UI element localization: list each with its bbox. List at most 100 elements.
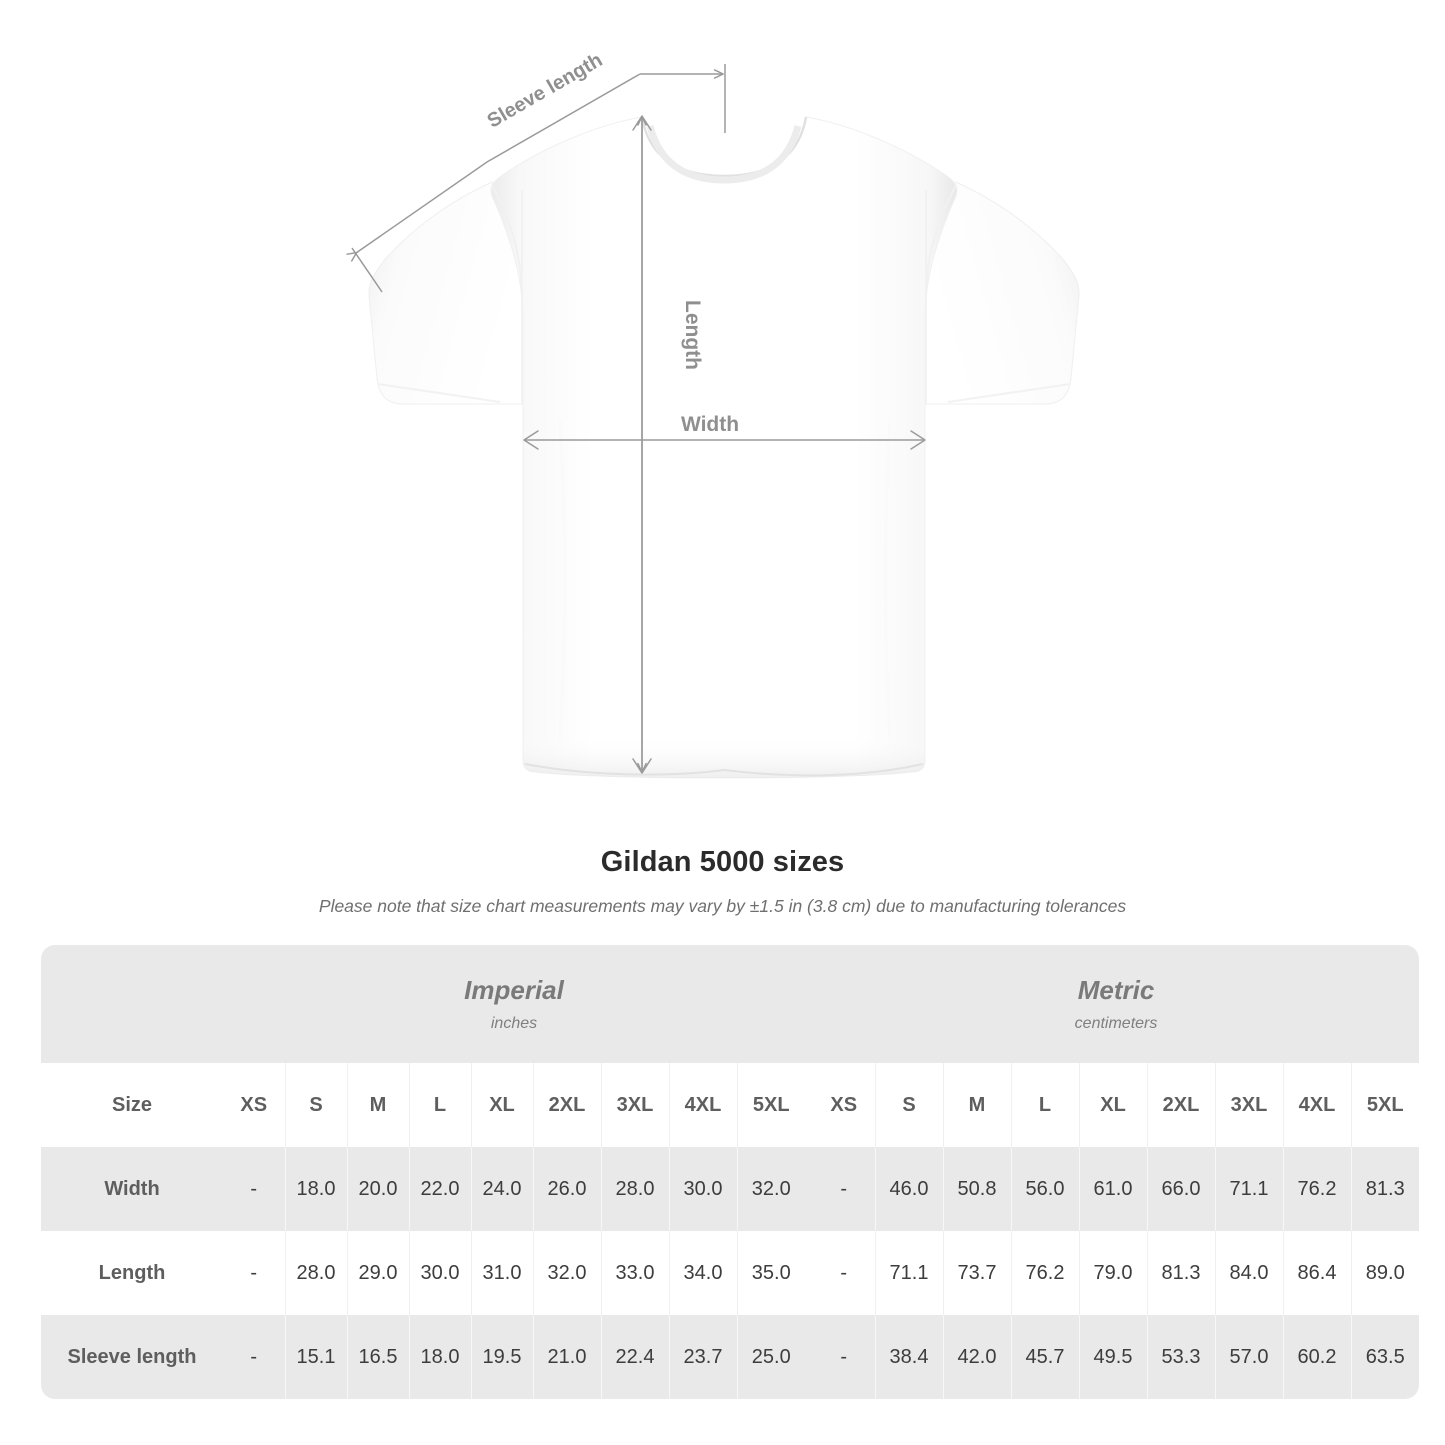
col-header-imperial-l: L: [408, 1063, 471, 1147]
cell-sleeve-metric-5xl: 63.5: [1350, 1315, 1420, 1399]
cell-length-metric-3xl: 84.0: [1214, 1231, 1284, 1315]
cell-width-imperial-4xl: 30.0: [668, 1147, 737, 1231]
unit-band-spacer: [41, 945, 223, 1063]
metric-unit: centimeters: [1074, 1014, 1158, 1032]
col-header-imperial-xs: XS: [240, 1093, 268, 1116]
cell-width-imperial-5xl: 32.0: [736, 1147, 806, 1231]
cell-sleeve-metric-m: 42.0: [942, 1315, 1012, 1399]
col-header-metric-s: S: [874, 1063, 944, 1147]
cell-sleeve-imperial-m: 16.5: [346, 1315, 409, 1399]
row-label-length: Length: [98, 1261, 166, 1284]
cell-length-imperial-2xl: 32.0: [532, 1231, 601, 1315]
cell-sleeve-metric-xs: -: [840, 1345, 848, 1368]
col-header-metric-m: M: [942, 1063, 1012, 1147]
page-title: Gildan 5000 sizes: [600, 846, 845, 878]
size-header-label: Size: [111, 1093, 153, 1116]
cell-length-metric-5xl: 89.0: [1350, 1231, 1420, 1315]
col-header-metric-xs: XS: [830, 1093, 858, 1116]
cell-length-imperial-xl: 31.0: [470, 1231, 533, 1315]
cell-width-metric-m: 50.8: [942, 1147, 1012, 1231]
section-gap: [805, 1231, 814, 1315]
section-gap: [805, 1147, 814, 1231]
cell-width-imperial-2xl: 26.0: [532, 1147, 601, 1231]
cell-width-imperial-xs: -: [250, 1177, 258, 1200]
col-header-metric-xl: XL: [1078, 1063, 1148, 1147]
imperial-unit: inches: [490, 1014, 538, 1032]
cell-width-metric-xs: -: [840, 1177, 848, 1200]
cell-sleeve-imperial-3xl: 22.4: [600, 1315, 669, 1399]
col-header-metric-3xl: 3XL: [1214, 1063, 1284, 1147]
width-measure: Width: [523, 413, 926, 450]
cell-width-imperial-xl: 24.0: [470, 1147, 533, 1231]
section-gap: [805, 1063, 814, 1147]
col-header-imperial-5xl: 5XL: [736, 1063, 806, 1147]
col-header-metric-2xl: 2XL: [1146, 1063, 1216, 1147]
length-arrow-bottom: [632, 758, 652, 774]
col-header-metric-l: L: [1010, 1063, 1080, 1147]
metric-name: Metric: [1077, 974, 1155, 1005]
length-arrow-top: [632, 115, 652, 131]
unit-band-row: Imperial inches Metric centimeters: [41, 945, 1420, 1063]
col-header-imperial-4xl: 4XL: [668, 1063, 737, 1147]
table-row: Sleeve length - 15.1 16.5 18.0 19.5 21.0…: [41, 1315, 1420, 1399]
length-label: Length: [681, 300, 704, 370]
cell-width-metric-l: 56.0: [1010, 1147, 1080, 1231]
sleeve-diagonal-line: [346, 73, 641, 262]
row-label-sleeve-length: Sleeve length: [67, 1345, 197, 1368]
cell-sleeve-metric-4xl: 60.2: [1282, 1315, 1352, 1399]
width-label: Width: [681, 413, 739, 436]
cell-sleeve-imperial-xl: 19.5: [470, 1315, 533, 1399]
cell-width-metric-4xl: 76.2: [1282, 1147, 1352, 1231]
tshirt-garment: [368, 116, 1080, 779]
sleeve-length-label: Sleeve length: [484, 49, 607, 133]
unit-band-gap: [805, 945, 813, 1063]
width-arrow-right: [910, 430, 926, 450]
cell-width-metric-3xl: 71.1: [1214, 1147, 1284, 1231]
col-header-metric-5xl: 5XL: [1350, 1063, 1420, 1147]
heading-block: Gildan 5000 sizes Please note that size …: [0, 845, 1445, 917]
cell-sleeve-imperial-2xl: 21.0: [532, 1315, 601, 1399]
table-row: Width - 18.0 20.0 22.0 24.0 26.0 28.0 30…: [41, 1147, 1420, 1231]
size-chart-table: Imperial inches Metric centimeters Size …: [41, 945, 1420, 1399]
cell-length-metric-xl: 79.0: [1078, 1231, 1148, 1315]
cell-length-metric-4xl: 86.4: [1282, 1231, 1352, 1315]
cell-sleeve-imperial-5xl: 25.0: [736, 1315, 806, 1399]
cell-width-imperial-s: 18.0: [284, 1147, 347, 1231]
col-header-imperial-3xl: 3XL: [600, 1063, 669, 1147]
imperial-name: Imperial: [464, 974, 564, 1005]
tshirt-illustration: Sleeve length Length Width: [346, 49, 1080, 779]
cell-length-imperial-4xl: 34.0: [668, 1231, 737, 1315]
cell-length-metric-m: 73.7: [942, 1231, 1012, 1315]
cell-sleeve-imperial-4xl: 23.7: [668, 1315, 737, 1399]
cell-length-metric-2xl: 81.3: [1146, 1231, 1216, 1315]
length-measure: Length: [632, 115, 704, 774]
sleeve-hem-tick: [351, 247, 383, 293]
size-header-row: Size XS S M L XL 2XL 3XL 4XL 5XL XS S M …: [41, 1063, 1420, 1147]
row-label-width: Width: [104, 1177, 160, 1200]
cell-length-imperial-m: 29.0: [346, 1231, 409, 1315]
cell-length-metric-xs: -: [840, 1261, 848, 1284]
section-gap: [805, 1315, 814, 1399]
col-header-imperial-s: S: [284, 1063, 347, 1147]
unit-band-imperial: Imperial inches: [223, 945, 805, 1063]
cell-length-imperial-5xl: 35.0: [736, 1231, 806, 1315]
cell-width-metric-2xl: 66.0: [1146, 1147, 1216, 1231]
cell-length-imperial-s: 28.0: [284, 1231, 347, 1315]
cell-width-metric-s: 46.0: [874, 1147, 944, 1231]
cell-sleeve-metric-2xl: 53.3: [1146, 1315, 1216, 1399]
cell-sleeve-imperial-l: 18.0: [408, 1315, 471, 1399]
cell-length-metric-l: 76.2: [1010, 1231, 1080, 1315]
col-header-imperial-2xl: 2XL: [532, 1063, 601, 1147]
cell-sleeve-metric-l: 45.7: [1010, 1315, 1080, 1399]
cell-width-imperial-3xl: 28.0: [600, 1147, 669, 1231]
cell-width-metric-xl: 61.0: [1078, 1147, 1148, 1231]
cell-width-imperial-m: 20.0: [346, 1147, 409, 1231]
col-header-imperial-m: M: [346, 1063, 409, 1147]
width-arrow-left: [523, 430, 539, 450]
cell-sleeve-imperial-xs: -: [250, 1345, 258, 1368]
cell-sleeve-metric-3xl: 57.0: [1214, 1315, 1284, 1399]
cell-sleeve-metric-s: 38.4: [874, 1315, 944, 1399]
cell-sleeve-metric-xl: 49.5: [1078, 1315, 1148, 1399]
cell-length-metric-s: 71.1: [874, 1231, 944, 1315]
